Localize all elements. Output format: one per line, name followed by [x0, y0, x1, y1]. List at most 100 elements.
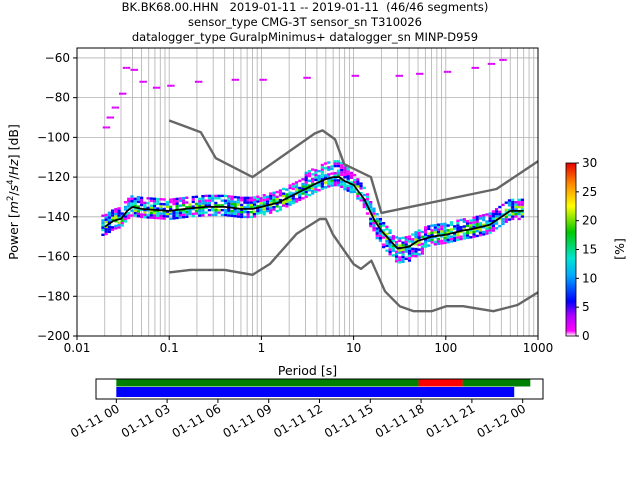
density-cell — [401, 241, 405, 244]
density-cell — [485, 232, 489, 235]
density-cell — [172, 212, 176, 215]
density-cell — [491, 226, 495, 230]
density-cell — [346, 179, 350, 183]
density-cell — [459, 230, 463, 234]
density-cell — [336, 160, 341, 163]
density-cell — [369, 222, 373, 225]
density-cell — [230, 200, 234, 203]
density-cell — [414, 247, 418, 251]
density-cell — [330, 165, 334, 168]
density-cell — [346, 170, 350, 173]
density-cell — [394, 250, 399, 253]
density-cell — [285, 188, 289, 191]
density-cell — [378, 229, 383, 233]
density-cell — [443, 70, 447, 73]
x-axis-label: Period [s] — [278, 363, 337, 378]
density-cell — [117, 226, 121, 229]
density-cell — [346, 184, 350, 188]
density-cell — [369, 201, 373, 204]
density-cell — [162, 203, 166, 206]
density-cell — [401, 260, 405, 263]
density-cell — [433, 223, 437, 227]
density-cell — [282, 202, 286, 205]
density-cell — [262, 194, 266, 197]
density-cell — [285, 205, 289, 208]
density-cell — [123, 201, 128, 204]
density-cell — [201, 202, 205, 205]
density-cell — [365, 193, 370, 196]
density-cell — [414, 250, 418, 253]
density-cell — [185, 210, 189, 214]
density-cell — [420, 249, 424, 253]
density-cell — [433, 243, 437, 246]
density-cell — [130, 209, 134, 212]
density-cell — [520, 212, 525, 216]
density-cell — [118, 92, 122, 95]
density-cell — [191, 214, 195, 218]
density-cell — [314, 173, 318, 177]
availability-tick-label: 01-11 15 — [322, 401, 376, 440]
plot-frame — [76, 47, 539, 337]
density-cell — [220, 208, 224, 212]
density-cell — [398, 239, 402, 243]
density-cell — [320, 173, 324, 176]
density-cell — [475, 234, 479, 238]
density-cell — [482, 233, 486, 236]
density-cell — [123, 215, 128, 218]
density-cell — [194, 205, 199, 208]
x-tick-label: 0.1 — [160, 341, 179, 355]
density-cell — [465, 219, 470, 223]
density-cell — [359, 184, 363, 188]
density-cell — [181, 204, 186, 207]
density-cell — [159, 198, 163, 201]
density-cell — [462, 232, 466, 235]
density-cell — [181, 213, 186, 216]
density-cell — [152, 86, 156, 89]
density-cell — [136, 205, 140, 208]
density-cell — [472, 230, 476, 234]
density-cell — [404, 248, 408, 251]
density-cell — [105, 126, 108, 129]
density-cell — [494, 210, 499, 213]
density-cell — [336, 179, 341, 182]
density-cell — [336, 183, 341, 187]
density-cell — [517, 212, 521, 216]
density-cell — [269, 197, 273, 200]
density-cell — [130, 202, 134, 205]
availability-tick-label: 01-11 03 — [119, 401, 173, 440]
density-cell — [346, 167, 350, 171]
density-cell — [320, 163, 324, 167]
density-cell — [453, 239, 457, 242]
density-cell — [340, 180, 344, 184]
title-line-1: BK.BK68.00.HHN 2019-01-11 -- 2019-01-11 … — [121, 0, 489, 14]
density-cell — [307, 174, 312, 178]
density-cell — [288, 203, 292, 206]
density-cell — [204, 204, 208, 207]
density-cell — [291, 192, 295, 195]
density-cell — [104, 220, 108, 224]
density-cell — [356, 194, 360, 198]
density-cell — [475, 220, 479, 223]
density-cell — [201, 206, 205, 210]
density-cell — [459, 237, 463, 241]
density-cell — [465, 234, 470, 237]
density-cell — [424, 238, 428, 241]
density-cell — [404, 243, 408, 246]
density-cell — [207, 204, 211, 207]
density-cell — [311, 177, 315, 181]
density-cell — [227, 211, 231, 215]
density-cell — [246, 215, 250, 219]
density-cell — [382, 229, 386, 232]
density-cell — [301, 185, 305, 188]
density-cell — [130, 200, 134, 203]
density-cell — [291, 197, 295, 200]
new-low-noise-model-line — [169, 217, 539, 313]
density-cell — [391, 249, 395, 252]
density-cell — [375, 232, 379, 235]
density-cell — [172, 214, 176, 218]
density-cell — [472, 225, 476, 229]
density-cell — [233, 205, 237, 208]
availability-tick-label: 01-11 12 — [271, 401, 325, 440]
density-cell — [436, 237, 441, 241]
density-cell — [188, 210, 192, 213]
